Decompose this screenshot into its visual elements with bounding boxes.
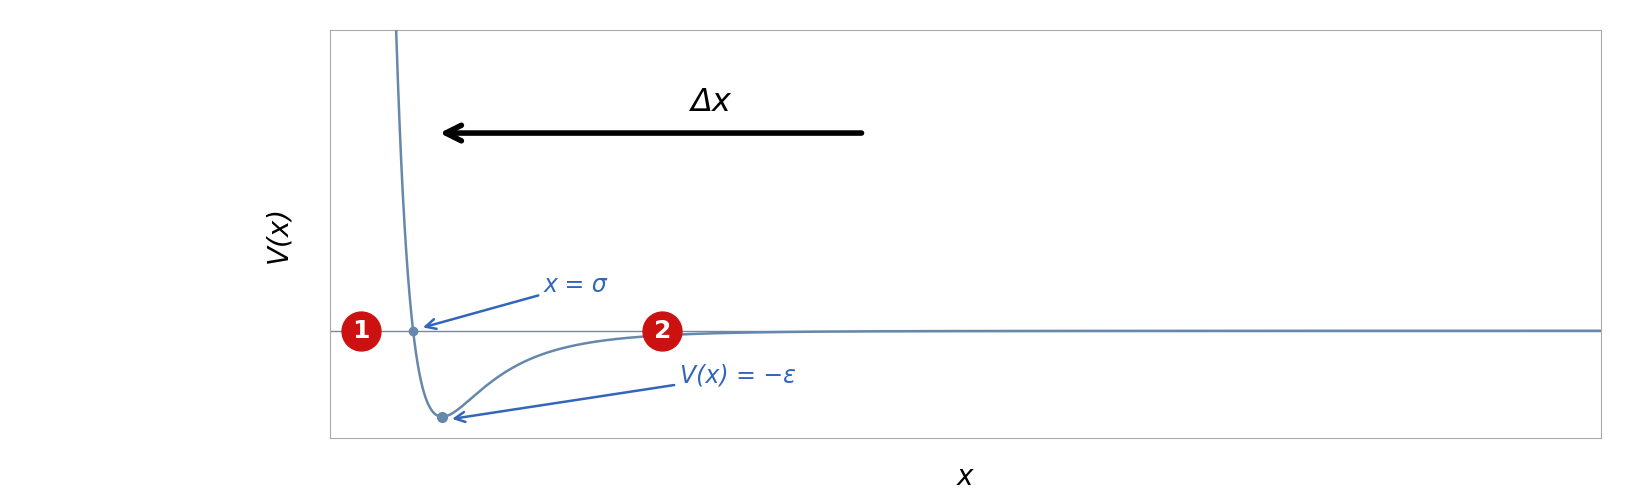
Text: x = σ: x = σ [426, 273, 607, 329]
Text: 2: 2 [653, 319, 672, 343]
Y-axis label: V(x): V(x) [264, 206, 292, 262]
X-axis label: x: x [957, 463, 973, 491]
Text: 1: 1 [351, 319, 370, 343]
Text: V(x) = −ε: V(x) = −ε [455, 364, 795, 422]
Text: Δx: Δx [690, 87, 731, 118]
